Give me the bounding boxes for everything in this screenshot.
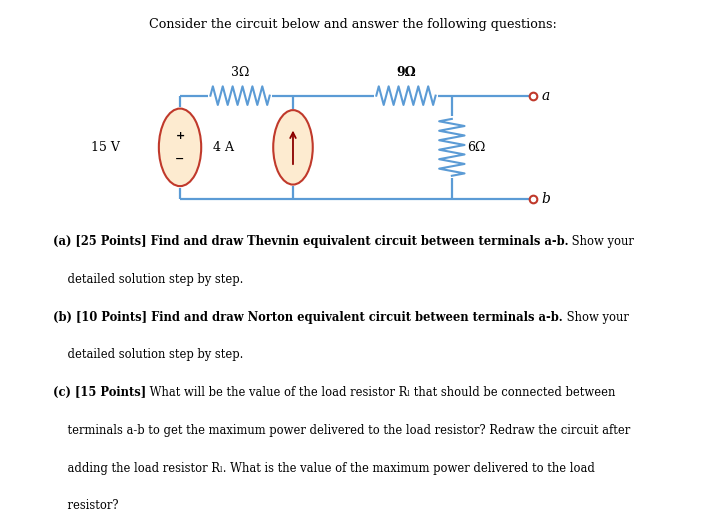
Text: Show your: Show your [563,311,628,324]
Text: −: − [175,154,185,164]
Text: 6Ω: 6Ω [467,141,486,154]
Text: b: b [542,192,551,206]
Text: 3Ω: 3Ω [231,66,249,79]
Text: resistor?: resistor? [53,499,119,512]
Text: (b) [10 Points] Find and draw Norton equivalent circuit between terminals a-b.: (b) [10 Points] Find and draw Norton equ… [53,311,563,324]
Text: adding the load resistor Rₗ. What is the value of the maximum power delivered to: adding the load resistor Rₗ. What is the… [53,462,595,475]
Text: Show your: Show your [568,235,634,248]
Text: 9Ω: 9Ω [396,66,416,79]
Text: detailed solution step by step.: detailed solution step by step. [53,348,244,361]
Text: 15 V: 15 V [91,141,120,154]
Text: (c) [15 Points]: (c) [15 Points] [53,386,146,399]
Text: terminals a-b to get the maximum power delivered to the load resistor? Redraw th: terminals a-b to get the maximum power d… [53,424,630,437]
Text: a: a [542,88,550,103]
Text: Consider the circuit below and answer the following questions:: Consider the circuit below and answer th… [149,18,557,31]
Ellipse shape [273,110,313,185]
Ellipse shape [159,109,201,186]
Text: 4 A: 4 A [213,141,234,154]
Text: (a) [25 Points] Find and draw Thevnin equivalent circuit between terminals a-b.: (a) [25 Points] Find and draw Thevnin eq… [53,235,568,248]
Text: What will be the value of the load resistor Rₗ that should be connected between: What will be the value of the load resis… [146,386,616,399]
Text: +: + [175,131,185,141]
Text: detailed solution step by step.: detailed solution step by step. [53,273,244,286]
